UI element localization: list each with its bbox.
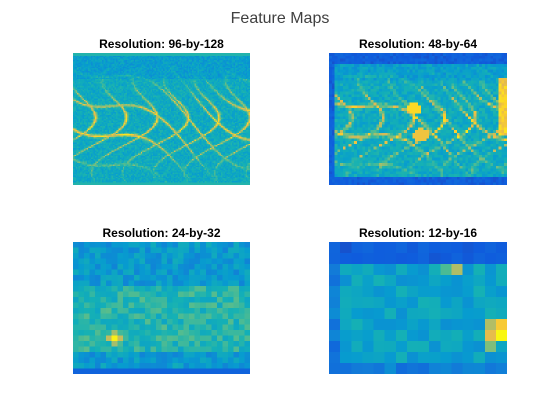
panel-title: Resolution: 96-by-128: [99, 37, 224, 51]
figure-title: Feature Maps: [230, 10, 330, 27]
heatmap-image: [329, 242, 507, 374]
feature-map-panel-4: Resolution: 12-by-16: [329, 226, 507, 374]
panel-title: Resolution: 24-by-32: [102, 226, 221, 240]
panel-title: Resolution: 12-by-16: [358, 226, 478, 240]
heatmap-image: [329, 53, 507, 185]
feature-map-panel-2: Resolution: 48-by-64: [329, 37, 507, 185]
feature-map-panel-1: Resolution: 96-by-128: [73, 37, 250, 185]
heatmap-image: [73, 242, 250, 374]
feature-map-panel-3: Resolution: 24-by-32: [73, 226, 250, 374]
heatmap-image: [73, 53, 250, 185]
panel-title: Resolution: 48-by-64: [358, 37, 478, 51]
